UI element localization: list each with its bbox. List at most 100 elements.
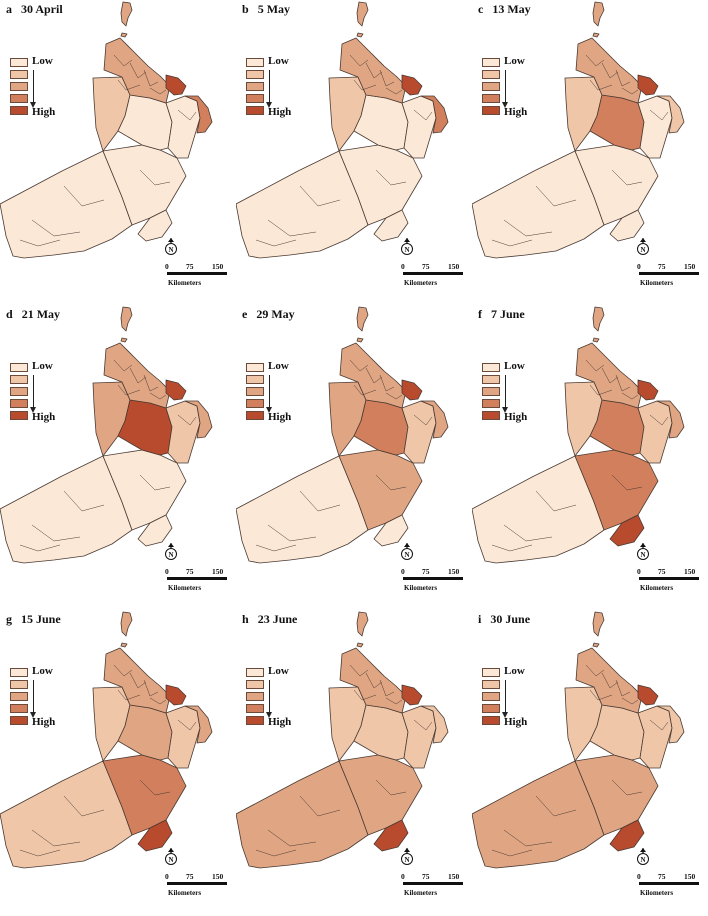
legend-low-label: Low xyxy=(268,55,289,67)
scale-bar xyxy=(403,882,463,885)
region-sharqiya xyxy=(637,705,673,769)
legend: Low High xyxy=(246,55,306,124)
legend-high-label: High xyxy=(32,716,56,728)
panel-title: g 15 June xyxy=(6,612,61,627)
region-muscat xyxy=(165,74,187,96)
scale-bar xyxy=(403,577,463,580)
oman-map xyxy=(472,306,685,564)
legend-low-label: Low xyxy=(32,665,53,677)
legend-arrowhead xyxy=(30,712,36,718)
legend-high-label: High xyxy=(32,411,56,423)
legend-swatch-4 xyxy=(482,704,500,713)
scale-block: N 0 75 150 Kilometers xyxy=(636,543,708,603)
panel-letter: f xyxy=(478,307,482,321)
north-label: N xyxy=(404,551,409,559)
region-muscat xyxy=(637,379,659,401)
region-north xyxy=(103,37,171,104)
north-label: N xyxy=(640,551,645,559)
scale-tick-150: 150 xyxy=(212,262,224,271)
scale-tick-0: 0 xyxy=(637,262,641,271)
region-musandam-islet xyxy=(120,32,128,38)
legend-arrowhead xyxy=(266,712,272,718)
north-arrow-icon: N xyxy=(165,543,177,560)
scale-tick-75: 75 xyxy=(186,262,194,271)
region-east-coast xyxy=(184,400,213,439)
scale-block: N 0 75 150 Kilometers xyxy=(636,848,708,908)
legend-high-label: High xyxy=(268,716,292,728)
map-panel-c: c 13 May Low High N xyxy=(472,0,708,305)
legend: Low High xyxy=(246,665,306,734)
north-arrow-icon: N xyxy=(165,238,177,255)
region-muscat xyxy=(401,74,423,96)
region-dhofar xyxy=(0,455,133,564)
legend: Low High xyxy=(482,665,542,734)
region-musandam xyxy=(120,611,133,637)
region-dhofar xyxy=(236,760,369,869)
north-arrow-icon: N xyxy=(637,848,649,865)
legend-swatch-2 xyxy=(246,680,264,689)
panel-date: 7 June xyxy=(491,307,525,321)
region-salalah xyxy=(373,209,409,242)
region-east-coast xyxy=(420,705,449,744)
scale-bar xyxy=(167,577,227,580)
north-arrow-icon: N xyxy=(637,238,649,255)
legend-swatch-1 xyxy=(246,58,264,67)
panel-letter: g xyxy=(6,612,12,626)
scale-tick-0: 0 xyxy=(165,262,169,271)
region-north xyxy=(339,647,407,714)
legend-arrow xyxy=(269,375,270,409)
district-lines xyxy=(19,359,197,552)
legend-swatch-2 xyxy=(10,680,28,689)
region-salalah xyxy=(609,209,645,242)
legend-swatch-4 xyxy=(482,399,500,408)
legend-arrow xyxy=(269,70,270,104)
panel-date: 23 June xyxy=(257,612,298,626)
scale-tick-0: 0 xyxy=(637,567,641,576)
scale-block: N 0 75 150 Kilometers xyxy=(164,848,236,908)
legend-swatch-2 xyxy=(482,70,500,79)
region-north xyxy=(575,37,643,104)
legend-low-label: Low xyxy=(504,665,525,677)
region-north xyxy=(339,342,407,409)
oman-map xyxy=(0,1,213,259)
region-musandam xyxy=(592,1,605,27)
north-arrow-icon: N xyxy=(401,543,413,560)
scale-block: N 0 75 150 Kilometers xyxy=(400,848,472,908)
region-east-coast xyxy=(420,95,449,134)
scale-tick-150: 150 xyxy=(684,872,696,881)
map-panel-g: g 15 June Low High N xyxy=(0,610,236,915)
legend-swatch-5 xyxy=(482,411,500,420)
region-musandam-islet xyxy=(592,32,600,38)
legend-swatch-3 xyxy=(10,82,28,91)
region-musandam xyxy=(592,306,605,332)
region-dhofar xyxy=(472,760,605,869)
region-salalah xyxy=(137,209,173,242)
scale-bar xyxy=(167,272,227,275)
region-salalah xyxy=(609,514,645,547)
legend-low-label: Low xyxy=(32,360,53,372)
panel-letter: c xyxy=(478,2,484,16)
panel-title: i 30 June xyxy=(478,612,530,627)
map-panel-b: b 5 May Low High N xyxy=(236,0,472,305)
scale-tick-75: 75 xyxy=(422,262,430,271)
scale-tick-75: 75 xyxy=(658,872,666,881)
region-sharqiya xyxy=(165,95,201,159)
legend: Low High xyxy=(10,55,70,124)
region-north xyxy=(575,647,643,714)
region-dhofar xyxy=(236,455,369,564)
region-east-coast xyxy=(656,95,685,134)
legend-arrow xyxy=(505,375,506,409)
legend: Low High xyxy=(246,360,306,429)
scale-unit-label: Kilometers xyxy=(640,279,674,287)
region-north xyxy=(339,37,407,104)
region-salalah xyxy=(373,514,409,547)
scale-unit-label: Kilometers xyxy=(404,279,438,287)
legend-swatch-1 xyxy=(246,668,264,677)
district-lines xyxy=(491,359,669,552)
scale-tick-150: 150 xyxy=(448,262,460,271)
legend-swatch-4 xyxy=(246,704,264,713)
scale-unit-label: Kilometers xyxy=(168,279,202,287)
legend-swatch-4 xyxy=(246,399,264,408)
region-sharqiya xyxy=(401,400,437,464)
